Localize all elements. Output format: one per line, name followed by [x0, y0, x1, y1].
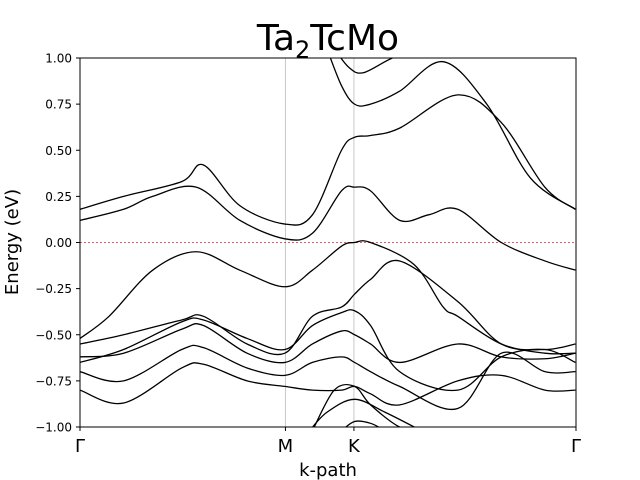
band-line-10 — [340, 58, 395, 74]
x-tick-label: M — [278, 436, 294, 457]
band-line-4 — [80, 362, 576, 406]
y-tick-label: −0.75 — [35, 374, 72, 388]
y-axis-label: Energy (eV) — [2, 189, 23, 295]
chart-title: Ta2TcMo — [256, 18, 399, 64]
band-line-11 — [313, 383, 402, 427]
y-tick-label: −1.00 — [35, 421, 72, 435]
band-line-5 — [80, 309, 576, 392]
band-line-1 — [80, 259, 576, 356]
chart-title-rest: TcMo — [309, 18, 399, 59]
y-tick-label: −0.50 — [35, 328, 72, 342]
y-tick-label: 1.00 — [45, 52, 72, 66]
band-line-7 — [80, 185, 576, 271]
band-line-6 — [80, 240, 576, 355]
band-line-12 — [311, 398, 416, 427]
band-line-13 — [344, 420, 380, 427]
y-tick-label: 0.25 — [45, 190, 72, 204]
plot-area: 1.00 0.75 0.50 0.25 0.00 −0.25 −0.50 −0.75 −1.00… — [35, 52, 581, 458]
y-tick-label: 0.75 — [45, 98, 72, 112]
y-tick-label: −0.25 — [35, 282, 72, 296]
band-line-9 — [329, 58, 576, 210]
band-line-2 — [80, 323, 576, 364]
band-line-8 — [80, 94, 576, 226]
bands-group — [80, 58, 576, 427]
x-axis-label: k-path — [299, 460, 357, 480]
x-tick-label: Γ — [75, 436, 85, 457]
x-tick-label: Γ — [571, 436, 581, 457]
chart-title-base: Ta — [256, 18, 295, 59]
y-tick-label: 0.00 — [45, 236, 72, 250]
chart-title-subscript: 2 — [295, 36, 310, 64]
y-tick-label: 0.50 — [45, 144, 72, 158]
x-tick-label: K — [348, 436, 361, 457]
